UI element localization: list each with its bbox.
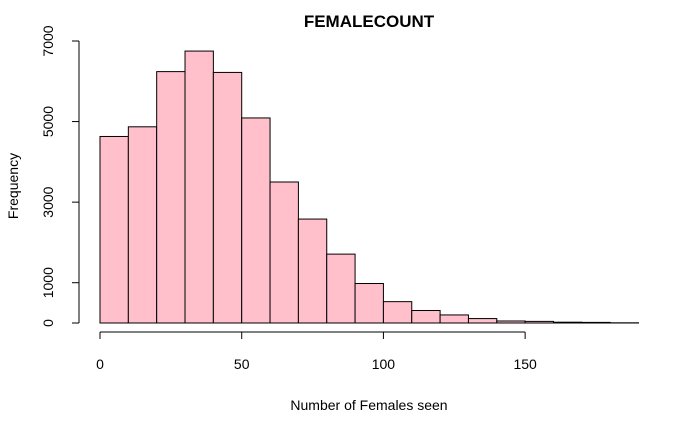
x-tick-label: 100 [372,356,396,372]
histogram-bar [269,181,299,324]
histogram-bar [467,318,498,324]
x-axis-label: Number of Females seen [290,397,447,413]
histogram-bar [524,320,554,324]
x-axis: 0 50 100 150 [96,331,537,372]
bars-group [99,50,640,324]
histogram-bar [156,71,186,324]
histogram-bar [184,50,214,324]
histogram-bar [581,321,611,324]
y-tick-label: 1000 [40,267,56,298]
histogram-bar [127,126,158,324]
histogram-bar [99,135,129,324]
histogram-bar [354,283,384,324]
y-axis: 0 1000 3000 5000 7000 [40,25,80,327]
histogram-bar [297,218,328,324]
y-tick-label: 3000 [40,186,56,217]
histogram-bar [212,71,243,324]
histogram-bar [241,117,271,324]
histogram-bar [326,253,356,324]
x-tick-label: 50 [234,356,250,372]
y-tick-label: 0 [40,319,56,327]
histogram-bar [496,320,526,324]
x-tick-label: 0 [96,356,104,372]
histogram-bar [382,301,413,324]
y-axis-label: Frequency [5,153,21,219]
y-tick-label: 5000 [40,106,56,137]
histogram-bar [552,321,583,324]
y-tick-label: 7000 [40,25,56,56]
x-tick-label: 150 [513,356,537,372]
histogram-bar [411,310,441,324]
chart-title: FEMALECOUNT [304,12,435,31]
histogram-bar [439,314,469,324]
